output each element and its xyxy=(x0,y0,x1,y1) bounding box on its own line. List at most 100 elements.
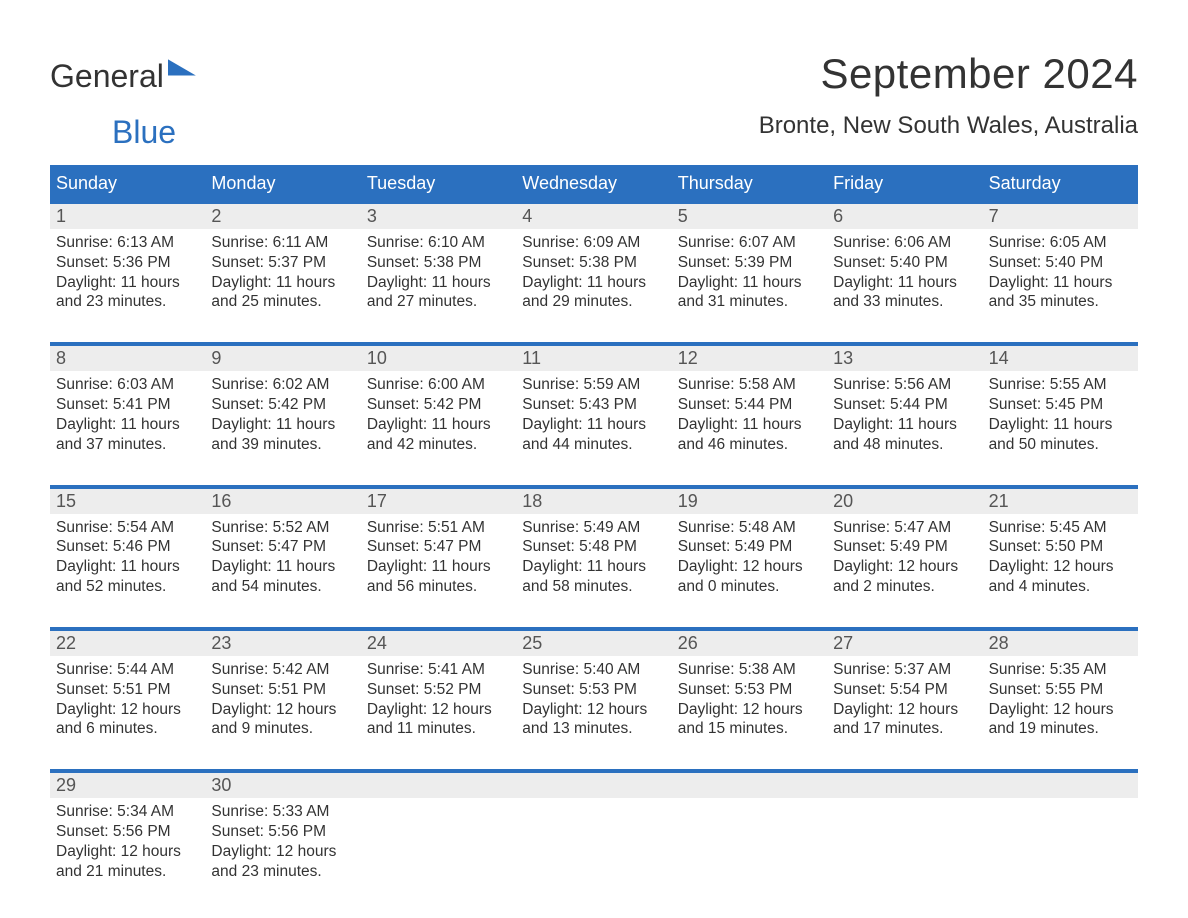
day-number: 25 xyxy=(516,631,671,656)
day-number-row: 22232425262728 xyxy=(50,629,1138,656)
day-cell: Sunrise: 6:11 AMSunset: 5:37 PMDaylight:… xyxy=(205,229,360,342)
day-number: 11 xyxy=(516,346,671,371)
day-cell: Sunrise: 5:45 AMSunset: 5:50 PMDaylight:… xyxy=(983,514,1138,627)
calendar-week: 1234567Sunrise: 6:13 AMSunset: 5:36 PMDa… xyxy=(50,202,1138,342)
sunset-text: Sunset: 5:55 PM xyxy=(989,680,1132,700)
sunset-text: Sunset: 5:37 PM xyxy=(211,253,354,273)
weekday-label: Sunday xyxy=(50,165,205,202)
daylight-text: Daylight: 11 hours and 37 minutes. xyxy=(56,415,199,455)
daylight-text: Daylight: 11 hours and 56 minutes. xyxy=(367,557,510,597)
sunrise-text: Sunrise: 5:49 AM xyxy=(522,518,665,538)
day-cell: Sunrise: 5:44 AMSunset: 5:51 PMDaylight:… xyxy=(50,656,205,769)
daylight-text: Daylight: 11 hours and 44 minutes. xyxy=(522,415,665,455)
sunrise-text: Sunrise: 6:05 AM xyxy=(989,233,1132,253)
day-number-row: 1234567 xyxy=(50,202,1138,229)
sunrise-text: Sunrise: 5:51 AM xyxy=(367,518,510,538)
day-number xyxy=(983,773,1138,798)
sunset-text: Sunset: 5:47 PM xyxy=(367,537,510,557)
weekday-label: Saturday xyxy=(983,165,1138,202)
day-number: 3 xyxy=(361,204,516,229)
day-cell xyxy=(516,798,671,911)
day-number: 18 xyxy=(516,489,671,514)
day-cell: Sunrise: 5:49 AMSunset: 5:48 PMDaylight:… xyxy=(516,514,671,627)
logo-arrow-icon xyxy=(168,58,196,76)
day-cell xyxy=(827,798,982,911)
daylight-text: Daylight: 11 hours and 33 minutes. xyxy=(833,273,976,313)
sunset-text: Sunset: 5:51 PM xyxy=(56,680,199,700)
sunset-text: Sunset: 5:42 PM xyxy=(211,395,354,415)
sunrise-text: Sunrise: 5:45 AM xyxy=(989,518,1132,538)
sunset-text: Sunset: 5:43 PM xyxy=(522,395,665,415)
sunset-text: Sunset: 5:44 PM xyxy=(678,395,821,415)
daylight-text: Daylight: 11 hours and 48 minutes. xyxy=(833,415,976,455)
sunset-text: Sunset: 5:51 PM xyxy=(211,680,354,700)
day-cell: Sunrise: 5:34 AMSunset: 5:56 PMDaylight:… xyxy=(50,798,205,911)
day-cell: Sunrise: 5:35 AMSunset: 5:55 PMDaylight:… xyxy=(983,656,1138,769)
day-number: 22 xyxy=(50,631,205,656)
day-cell: Sunrise: 5:59 AMSunset: 5:43 PMDaylight:… xyxy=(516,371,671,484)
sunset-text: Sunset: 5:50 PM xyxy=(989,537,1132,557)
daylight-text: Daylight: 12 hours and 9 minutes. xyxy=(211,700,354,740)
day-cell: Sunrise: 6:06 AMSunset: 5:40 PMDaylight:… xyxy=(827,229,982,342)
day-number-row: 15161718192021 xyxy=(50,487,1138,514)
calendar-week: 891011121314Sunrise: 6:03 AMSunset: 5:41… xyxy=(50,342,1138,484)
day-cell: Sunrise: 5:37 AMSunset: 5:54 PMDaylight:… xyxy=(827,656,982,769)
day-body-row: Sunrise: 6:13 AMSunset: 5:36 PMDaylight:… xyxy=(50,229,1138,342)
sunset-text: Sunset: 5:39 PM xyxy=(678,253,821,273)
daylight-text: Daylight: 12 hours and 17 minutes. xyxy=(833,700,976,740)
day-cell: Sunrise: 6:10 AMSunset: 5:38 PMDaylight:… xyxy=(361,229,516,342)
day-cell: Sunrise: 5:52 AMSunset: 5:47 PMDaylight:… xyxy=(205,514,360,627)
day-body-row: Sunrise: 5:34 AMSunset: 5:56 PMDaylight:… xyxy=(50,798,1138,911)
location-label: Bronte, New South Wales, Australia xyxy=(759,112,1138,140)
day-cell: Sunrise: 5:47 AMSunset: 5:49 PMDaylight:… xyxy=(827,514,982,627)
sunset-text: Sunset: 5:53 PM xyxy=(522,680,665,700)
sunrise-text: Sunrise: 5:41 AM xyxy=(367,660,510,680)
day-number: 19 xyxy=(672,489,827,514)
sunrise-text: Sunrise: 5:56 AM xyxy=(833,375,976,395)
day-body-row: Sunrise: 5:54 AMSunset: 5:46 PMDaylight:… xyxy=(50,514,1138,627)
brand-part1: General xyxy=(50,58,164,95)
sunrise-text: Sunrise: 6:06 AM xyxy=(833,233,976,253)
daylight-text: Daylight: 11 hours and 27 minutes. xyxy=(367,273,510,313)
sunrise-text: Sunrise: 5:44 AM xyxy=(56,660,199,680)
daylight-text: Daylight: 12 hours and 6 minutes. xyxy=(56,700,199,740)
day-number-row: 2930 xyxy=(50,771,1138,798)
daylight-text: Daylight: 11 hours and 25 minutes. xyxy=(211,273,354,313)
day-cell: Sunrise: 6:02 AMSunset: 5:42 PMDaylight:… xyxy=(205,371,360,484)
day-body-row: Sunrise: 5:44 AMSunset: 5:51 PMDaylight:… xyxy=(50,656,1138,769)
daylight-text: Daylight: 11 hours and 35 minutes. xyxy=(989,273,1132,313)
daylight-text: Daylight: 12 hours and 4 minutes. xyxy=(989,557,1132,597)
daylight-text: Daylight: 11 hours and 50 minutes. xyxy=(989,415,1132,455)
day-cell: Sunrise: 5:58 AMSunset: 5:44 PMDaylight:… xyxy=(672,371,827,484)
daylight-text: Daylight: 11 hours and 52 minutes. xyxy=(56,557,199,597)
day-cell: Sunrise: 6:09 AMSunset: 5:38 PMDaylight:… xyxy=(516,229,671,342)
weekday-label: Friday xyxy=(827,165,982,202)
daylight-text: Daylight: 12 hours and 15 minutes. xyxy=(678,700,821,740)
day-number: 17 xyxy=(361,489,516,514)
sunset-text: Sunset: 5:47 PM xyxy=(211,537,354,557)
daylight-text: Daylight: 11 hours and 58 minutes. xyxy=(522,557,665,597)
brand-logo: General xyxy=(50,58,196,95)
sunset-text: Sunset: 5:48 PM xyxy=(522,537,665,557)
sunrise-text: Sunrise: 5:35 AM xyxy=(989,660,1132,680)
day-cell xyxy=(672,798,827,911)
day-number: 28 xyxy=(983,631,1138,656)
day-number: 20 xyxy=(827,489,982,514)
calendar-weekday-header: Sunday Monday Tuesday Wednesday Thursday… xyxy=(50,165,1138,202)
day-number: 14 xyxy=(983,346,1138,371)
daylight-text: Daylight: 11 hours and 29 minutes. xyxy=(522,273,665,313)
sunrise-text: Sunrise: 5:55 AM xyxy=(989,375,1132,395)
sunset-text: Sunset: 5:36 PM xyxy=(56,253,199,273)
day-cell xyxy=(361,798,516,911)
sunrise-text: Sunrise: 5:34 AM xyxy=(56,802,199,822)
day-number: 26 xyxy=(672,631,827,656)
day-cell: Sunrise: 5:40 AMSunset: 5:53 PMDaylight:… xyxy=(516,656,671,769)
sunrise-text: Sunrise: 5:42 AM xyxy=(211,660,354,680)
calendar-week: 22232425262728Sunrise: 5:44 AMSunset: 5:… xyxy=(50,627,1138,769)
sunset-text: Sunset: 5:40 PM xyxy=(989,253,1132,273)
sunrise-text: Sunrise: 6:03 AM xyxy=(56,375,199,395)
sunrise-text: Sunrise: 5:54 AM xyxy=(56,518,199,538)
day-cell: Sunrise: 6:13 AMSunset: 5:36 PMDaylight:… xyxy=(50,229,205,342)
day-number: 24 xyxy=(361,631,516,656)
daylight-text: Daylight: 12 hours and 21 minutes. xyxy=(56,842,199,882)
